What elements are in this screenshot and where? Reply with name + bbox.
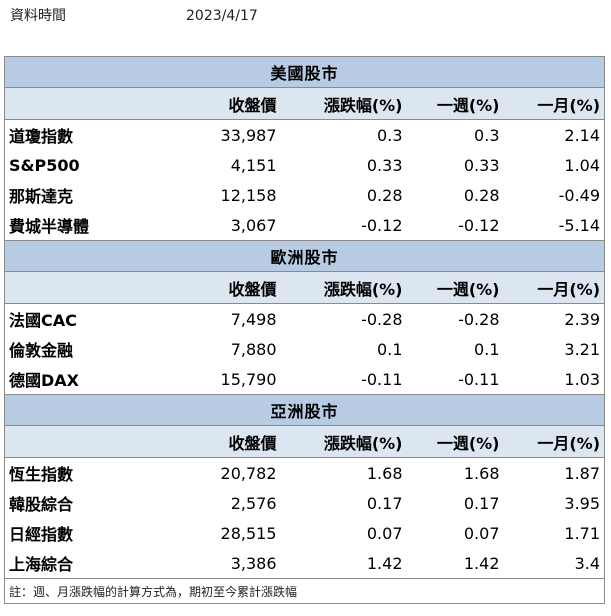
index-name-cell: 道瓊指數: [9, 127, 74, 146]
monthly-change-cell: 3.95: [564, 493, 601, 513]
close-price-cell: 7,498: [230, 309, 277, 329]
index-name-cell: 恆生指數: [9, 465, 74, 484]
asia-market-section-title: 亞洲股市: [4, 394, 605, 426]
close-price-cell: 2,576: [230, 493, 277, 513]
column-header-month: 一月(%): [503, 425, 605, 458]
close-price-cell: 33,987: [220, 125, 277, 145]
weekly-change-cell: -0.11: [458, 369, 500, 389]
weekly-change-cell: 0.3: [474, 125, 500, 145]
column-header-month: 一月(%): [503, 87, 605, 120]
table-row: 道瓊指數 33,987 0.3 0.3 2.14: [5, 120, 605, 151]
index-name-cell: 法國CAC: [9, 311, 77, 330]
column-header-week: 一週(%): [406, 271, 504, 304]
monthly-change-cell: 1.71: [564, 523, 601, 543]
daily-change-cell: 1.68: [366, 463, 403, 483]
daily-change-cell: -0.28: [361, 309, 403, 329]
monthly-change-cell: 1.04: [564, 155, 601, 175]
column-header-change: 漲跌幅(%): [280, 87, 407, 120]
footnote-text: 註：週、月漲跌幅的計算方式為，期初至今累計漲跌幅: [4, 578, 605, 604]
column-header-price: 收盤價: [166, 425, 281, 458]
monthly-change-cell: 1.87: [564, 463, 601, 483]
us-market-column-header-row: 收盤價 漲跌幅(%) 一週(%) 一月(%): [4, 87, 605, 120]
close-price-cell: 28,515: [220, 523, 277, 543]
monthly-change-cell: 3.4: [574, 553, 601, 573]
index-name-cell: S&P500: [9, 155, 80, 175]
index-name-cell: 費城半導體: [9, 217, 90, 236]
us-market-section-header: 美國股市: [4, 56, 605, 88]
table-row: 倫敦金融 7,880 0.1 0.1 3.21: [5, 334, 605, 364]
monthly-change-cell: -0.49: [558, 185, 601, 205]
daily-change-cell: 0.07: [366, 523, 403, 543]
table-row: 費城半導體 3,067 -0.12 -0.12 -5.14: [5, 210, 605, 241]
index-name-cell: 上海綜合: [9, 555, 74, 574]
table-row: 上海綜合 3,386 1.42 1.42 3.4: [5, 548, 605, 579]
weekly-change-cell: -0.28: [458, 309, 500, 329]
column-header-price: 收盤價: [166, 87, 281, 120]
weekly-change-cell: 0.1: [474, 339, 500, 359]
daily-change-cell: 0.33: [366, 155, 403, 175]
us-market-section-title: 美國股市: [4, 56, 605, 88]
daily-change-cell: -0.11: [361, 369, 403, 389]
table-row: 法國CAC 7,498 -0.28 -0.28 2.39: [5, 304, 605, 335]
column-header-change: 漲跌幅(%): [280, 271, 407, 304]
column-header-month: 一月(%): [503, 271, 605, 304]
index-name-cell: 那斯達克: [9, 187, 74, 206]
monthly-change-cell: 2.14: [564, 125, 601, 145]
column-header-change: 漲跌幅(%): [280, 425, 407, 458]
close-price-cell: 3,386: [230, 553, 277, 573]
europe-market-column-header-row: 收盤價 漲跌幅(%) 一週(%) 一月(%): [4, 271, 605, 304]
table-row: 德國DAX 15,790 -0.11 -0.11 1.03: [5, 364, 605, 395]
data-time-label: 資料時間: [10, 8, 66, 24]
weekly-change-cell: 0.17: [463, 493, 500, 513]
column-header-name: [4, 425, 167, 458]
table-row: S&P500 4,151 0.33 0.33 1.04: [5, 150, 605, 180]
close-price-cell: 15,790: [220, 369, 277, 389]
europe-market-section-title: 歐洲股市: [4, 240, 605, 272]
weekly-change-cell: 0.33: [463, 155, 500, 175]
weekly-change-cell: 1.42: [463, 553, 500, 573]
column-header-name: [4, 87, 167, 120]
daily-change-cell: -0.12: [361, 215, 403, 235]
data-time-value: 2023/4/17: [186, 8, 258, 24]
index-name-cell: 德國DAX: [9, 371, 80, 390]
weekly-change-cell: 0.28: [463, 185, 500, 205]
column-header-week: 一週(%): [406, 425, 504, 458]
daily-change-cell: 0.1: [377, 339, 403, 359]
column-header-name: [4, 271, 167, 304]
table-row: 韓股綜合 2,576 0.17 0.17 3.95: [5, 488, 605, 518]
close-price-cell: 20,782: [220, 463, 277, 483]
monthly-change-cell: 3.21: [564, 339, 601, 359]
stock-market-table: 美國股市 收盤價 漲跌幅(%) 一週(%) 一月(%) 道瓊指數 33,987 0.3 0.3 2…: [4, 56, 606, 604]
asia-market-section-header: 亞洲股市: [4, 394, 605, 426]
weekly-change-cell: 0.07: [463, 523, 500, 543]
column-header-price: 收盤價: [166, 271, 281, 304]
table-row: 日經指數 28,515 0.07 0.07 1.71: [5, 518, 605, 548]
table-row: 那斯達克 12,158 0.28 0.28 -0.49: [5, 180, 605, 210]
close-price-cell: 4,151: [230, 155, 277, 175]
asia-market-column-header-row: 收盤價 漲跌幅(%) 一週(%) 一月(%): [4, 425, 605, 458]
europe-market-section-header: 歐洲股市: [4, 240, 605, 272]
daily-change-cell: 0.17: [366, 493, 403, 513]
daily-change-cell: 0.3: [377, 125, 403, 145]
index-name-cell: 倫敦金融: [9, 341, 74, 360]
table-row: 恆生指數 20,782 1.68 1.68 1.87: [5, 458, 605, 489]
index-name-cell: 日經指數: [9, 525, 74, 544]
footnote-row: 註：週、月漲跌幅的計算方式為，期初至今累計漲跌幅: [4, 578, 605, 604]
monthly-change-cell: -5.14: [558, 215, 601, 235]
daily-change-cell: 1.42: [366, 553, 403, 573]
stock-market-table-body: 美國股市 收盤價 漲跌幅(%) 一週(%) 一月(%) 道瓊指數 33,987 0.3 0.3 2…: [4, 56, 605, 604]
weekly-change-cell: -0.12: [458, 215, 500, 235]
daily-change-cell: 0.28: [366, 185, 403, 205]
close-price-cell: 3,067: [230, 215, 277, 235]
monthly-change-cell: 2.39: [564, 309, 601, 329]
close-price-cell: 12,158: [220, 185, 277, 205]
weekly-change-cell: 1.68: [463, 463, 500, 483]
monthly-change-cell: 1.03: [564, 369, 601, 389]
index-name-cell: 韓股綜合: [9, 495, 74, 514]
close-price-cell: 7,880: [230, 339, 277, 359]
column-header-week: 一週(%): [406, 87, 504, 120]
